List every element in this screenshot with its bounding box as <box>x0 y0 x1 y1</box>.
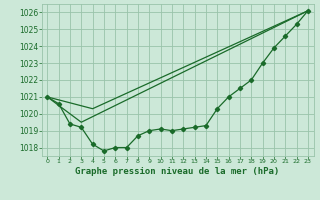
X-axis label: Graphe pression niveau de la mer (hPa): Graphe pression niveau de la mer (hPa) <box>76 167 280 176</box>
